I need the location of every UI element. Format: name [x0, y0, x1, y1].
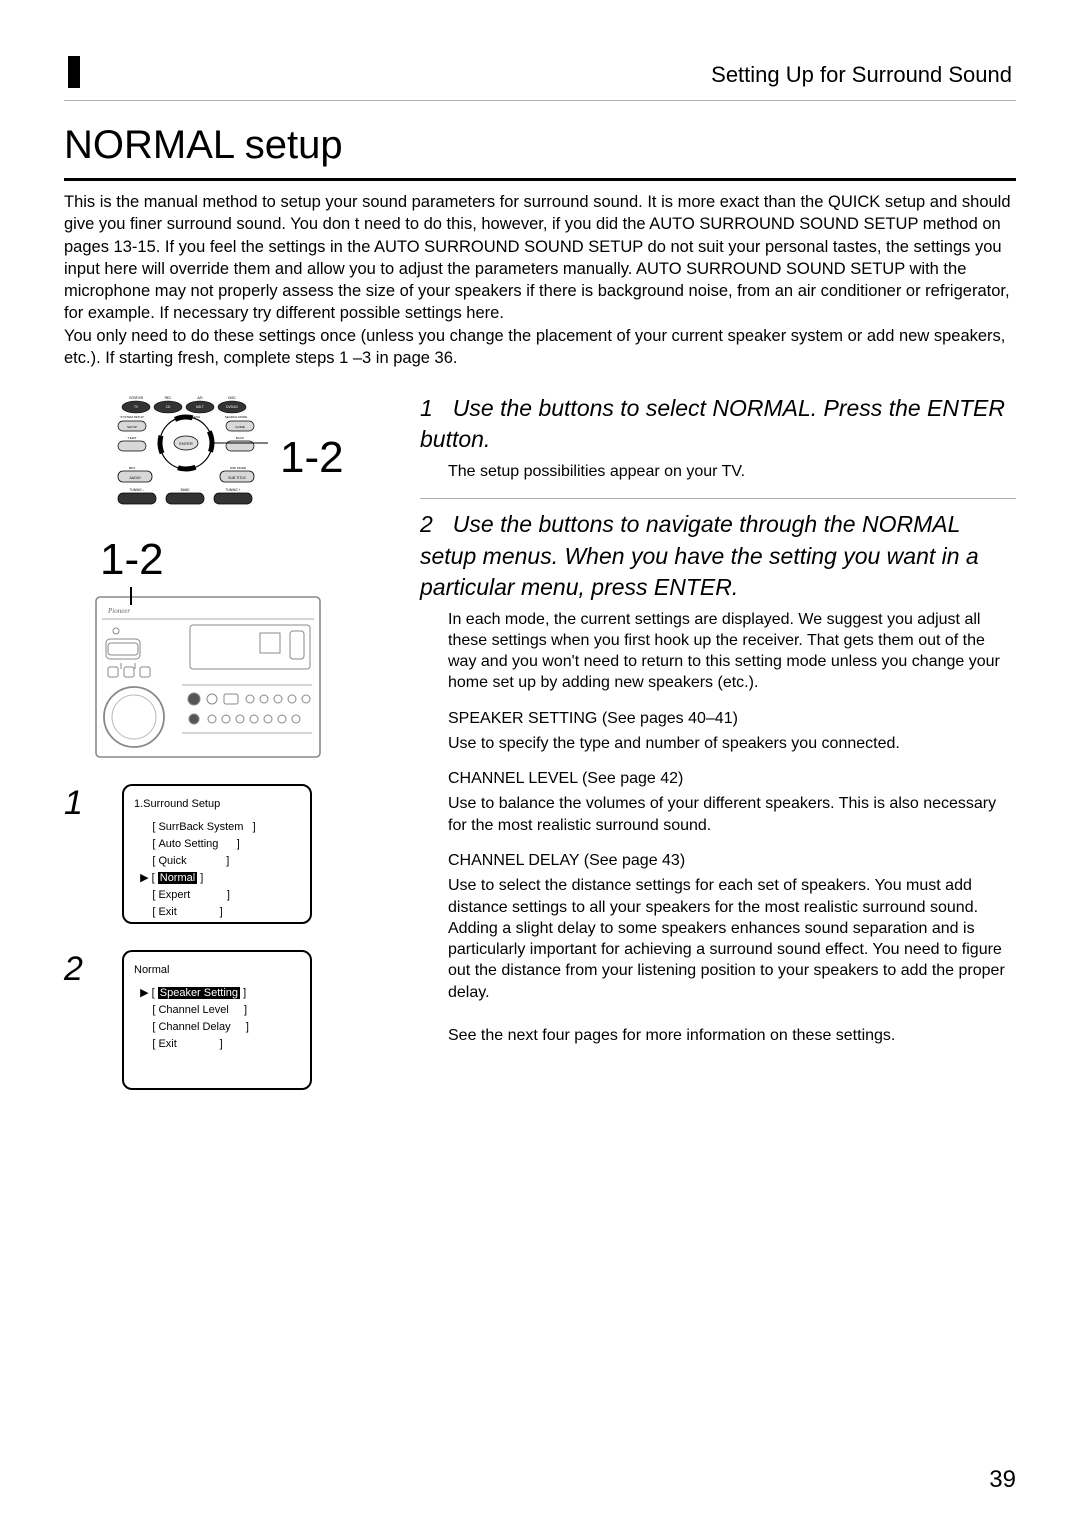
osd-item: ▶ [ Speaker Setting ]: [134, 985, 300, 1002]
delay-head: CHANNEL DELAY (See page 43): [448, 850, 1016, 871]
svg-text:MD.T: MD.T: [196, 405, 204, 409]
left-column: VCR/DVRRECA/DDISC TVCDMD.TDVD/LD SYSTEM …: [64, 393, 364, 1090]
svg-text:BACK: BACK: [236, 436, 244, 440]
osd1-title: 1.Surround Setup: [134, 796, 300, 813]
title-rule: [64, 178, 1016, 181]
osd2-step-num: 2: [64, 950, 84, 989]
osd-item: [ Expert ]: [134, 887, 300, 904]
step2-head-a: Use the: [453, 511, 539, 537]
osd-screen-2: Normal ▶ [ Speaker Setting ] [ Channel L…: [122, 950, 312, 1090]
osd-item: [ Channel Delay ]: [134, 1019, 300, 1036]
callout-1-2-mid: 1-2: [100, 535, 364, 585]
svg-text:DSP MODE: DSP MODE: [230, 466, 246, 470]
channel-level-block: CHANNEL LEVEL (See page 42) Use to balan…: [448, 768, 1016, 836]
svg-text:AUDIO: AUDIO: [129, 476, 140, 480]
osd2-title: Normal: [134, 962, 300, 979]
osd-screen-1: 1.Surround Setup [ SurrBack System ] [ A…: [122, 784, 312, 924]
osd1-step-num: 1: [64, 784, 84, 823]
osd-row-2: 2 Normal ▶ [ Speaker Setting ] [ Channel…: [64, 950, 364, 1090]
step-divider: [420, 498, 1016, 499]
svg-text:DISC: DISC: [228, 396, 236, 400]
two-column-layout: VCR/DVRRECA/DDISC TVCDMD.TDVD/LD SYSTEM …: [64, 393, 1016, 1090]
remote-control-icon: VCR/DVRRECA/DDISC TVCDMD.TDVD/LD SYSTEM …: [108, 393, 268, 523]
header-rule: [64, 100, 1016, 101]
intro-p1: This is the manual method to setup your …: [64, 191, 1016, 325]
osd-item: [ Quick ]: [134, 853, 300, 870]
header-row: Setting Up for Surround Sound: [64, 56, 1016, 94]
level-head: CHANNEL LEVEL (See page 42): [448, 768, 1016, 789]
svg-text:GUIDE: GUIDE: [235, 425, 245, 429]
speaker-setting-block: SPEAKER SETTING (See pages 40–41) Use to…: [448, 708, 1016, 755]
step2-sub: In each mode, the current settings are d…: [448, 609, 1016, 694]
receiver-block: 1-2 Pioneer: [64, 535, 364, 770]
svg-text:TUNING –: TUNING –: [130, 488, 145, 492]
svg-text:SETUP: SETUP: [127, 425, 137, 429]
svg-text:MPX: MPX: [129, 466, 136, 470]
svg-text:T.EDIT: T.EDIT: [127, 436, 136, 440]
callout-1-2-top: 1-2: [280, 433, 344, 483]
delay-body: Use to select the distance settings for …: [448, 875, 1016, 1003]
intro-text: This is the manual method to setup your …: [64, 191, 1016, 369]
svg-text:REC: REC: [165, 396, 172, 400]
svg-text:ENTER: ENTER: [179, 441, 193, 446]
svg-text:DVD/LD: DVD/LD: [226, 405, 238, 409]
manual-page: Setting Up for Surround Sound NORMAL set…: [0, 0, 1080, 1526]
level-body: Use to balance the volumes of your diffe…: [448, 793, 1016, 836]
svg-text:VCR/DVR: VCR/DVR: [129, 396, 144, 400]
step2-num: 2: [420, 511, 433, 537]
step1-num: 1: [420, 395, 433, 421]
tick-line: [130, 587, 132, 605]
section-label: Setting Up for Surround Sound: [711, 62, 1012, 88]
header-black-box: [68, 56, 80, 88]
svg-text:SYSTEM SETUP: SYSTEM SETUP: [120, 415, 143, 419]
step-2: 2Use the buttons to navigate through the…: [420, 509, 1016, 693]
channel-delay-block: CHANNEL DELAY (See page 43) Use to selec…: [448, 850, 1016, 1003]
footer-note: See the next four pages for more informa…: [448, 1025, 1016, 1046]
svg-text:SEARCH MODE: SEARCH MODE: [225, 415, 247, 419]
page-number: 39: [989, 1466, 1016, 1494]
step2-heading: 2Use the buttons to navigate through the…: [420, 509, 1016, 602]
svg-text:BAND: BAND: [181, 488, 191, 492]
step1-head-a: Use the: [453, 395, 539, 421]
intro-p2: You only need to do these settings once …: [64, 325, 1016, 370]
step1-sub: The setup possibilities appear on your T…: [448, 461, 1016, 482]
receiver-front-icon: Pioneer: [94, 595, 322, 765]
osd-item: [ Exit ]: [134, 904, 300, 921]
remote-illustration-row: VCR/DVRRECA/DDISC TVCDMD.TDVD/LD SYSTEM …: [108, 393, 364, 523]
osd-item: [ SurrBack System ]: [134, 819, 300, 836]
svg-text:A/D: A/D: [197, 396, 203, 400]
osd-item: [ Auto Setting ]: [134, 836, 300, 853]
svg-text:CD: CD: [166, 405, 171, 409]
svg-text:SUB TITLE: SUB TITLE: [228, 476, 246, 480]
right-column: 1Use the buttons to select NORMAL. Press…: [420, 393, 1016, 1090]
step-1: 1Use the buttons to select NORMAL. Press…: [420, 393, 1016, 482]
osd-item: ▶ [ Normal ]: [134, 870, 300, 887]
svg-text:TUNING +: TUNING +: [226, 488, 241, 492]
page-title: NORMAL setup: [64, 123, 1016, 168]
osd-item: [ Exit ]: [134, 1036, 300, 1053]
osd2-items: ▶ [ Speaker Setting ] [ Channel Level ] …: [134, 985, 300, 1053]
speaker-head: SPEAKER SETTING (See pages 40–41): [448, 708, 1016, 729]
speaker-body: Use to specify the type and number of sp…: [448, 733, 1016, 754]
osd-row-1: 1 1.Surround Setup [ SurrBack System ] […: [64, 784, 364, 924]
step1-heading: 1Use the buttons to select NORMAL. Press…: [420, 393, 1016, 455]
osd-item: [ Channel Level ]: [134, 1002, 300, 1019]
osd1-items: [ SurrBack System ] [ Auto Setting ] [ Q…: [134, 819, 300, 921]
svg-text:Pioneer: Pioneer: [107, 607, 130, 615]
